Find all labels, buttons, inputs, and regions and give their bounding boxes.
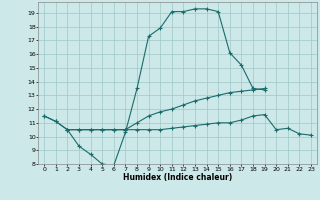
X-axis label: Humidex (Indice chaleur): Humidex (Indice chaleur) [123,173,232,182]
